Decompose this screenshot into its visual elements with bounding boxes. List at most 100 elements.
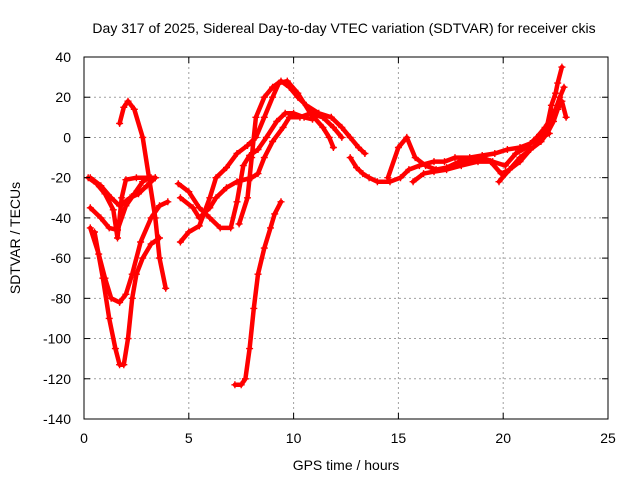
data-point	[405, 166, 413, 174]
data-point	[397, 174, 404, 182]
data-point	[506, 166, 513, 174]
data-point	[319, 123, 327, 131]
x-tick-label: 15	[391, 430, 407, 446]
data-point	[325, 133, 333, 141]
series-group	[84, 63, 570, 389]
data-point	[185, 228, 193, 236]
data-point	[338, 123, 346, 131]
data-point	[306, 109, 314, 117]
data-point	[107, 294, 115, 302]
data-point	[365, 174, 373, 182]
data-point	[120, 103, 128, 111]
data-point	[237, 381, 245, 389]
series-sat-o	[495, 63, 566, 186]
y-tick-label: 40	[55, 49, 71, 65]
data-point	[394, 144, 402, 151]
data-point	[114, 234, 121, 242]
data-point	[139, 133, 147, 141]
data-point	[474, 158, 482, 166]
data-point	[185, 188, 193, 196]
data-point	[451, 154, 459, 162]
data-point	[260, 244, 268, 252]
data-point	[260, 154, 268, 162]
data-point	[552, 89, 560, 97]
data-point	[277, 198, 285, 206]
data-point	[315, 109, 323, 117]
data-point	[547, 101, 555, 109]
series-sat-k	[231, 198, 285, 389]
data-point	[231, 381, 239, 389]
series-line	[232, 199, 284, 388]
y-tick-label: 20	[55, 89, 71, 105]
data-point	[86, 224, 94, 232]
data-point	[327, 113, 335, 121]
data-point	[120, 361, 128, 369]
data-point	[97, 214, 105, 222]
data-point	[223, 184, 230, 192]
data-point	[254, 170, 262, 178]
series-line	[92, 229, 162, 367]
data-point	[329, 123, 337, 131]
data-point	[118, 194, 126, 202]
data-point	[420, 170, 428, 178]
y-tick-label: -140	[43, 411, 71, 427]
data-point	[250, 304, 258, 312]
data-point	[176, 194, 184, 202]
data-point	[212, 174, 220, 182]
x-tick-label: 0	[80, 430, 88, 446]
data-point	[430, 158, 438, 166]
data-point	[244, 142, 251, 149]
y-tick-label: -20	[51, 170, 71, 186]
data-point	[302, 101, 310, 109]
data-point	[206, 214, 214, 222]
data-point	[246, 345, 254, 353]
series-line	[496, 64, 565, 184]
series-sat-f	[116, 97, 170, 292]
data-point	[409, 178, 417, 186]
series-sat-j	[235, 77, 369, 228]
series-sat-n	[409, 97, 570, 186]
data-point	[235, 220, 243, 228]
data-point	[554, 105, 562, 113]
data-point	[271, 210, 279, 218]
data-point	[487, 158, 495, 166]
data-point	[223, 164, 230, 172]
data-point	[262, 133, 270, 141]
data-point	[359, 170, 367, 178]
data-point	[329, 144, 337, 151]
data-point	[239, 162, 247, 170]
data-point	[550, 117, 557, 125]
data-point	[443, 166, 451, 174]
data-point	[130, 190, 138, 198]
x-axis-label: GPS time / hours	[293, 457, 400, 473]
data-point	[105, 224, 113, 232]
data-point	[137, 238, 145, 246]
data-point	[269, 83, 277, 91]
data-point	[233, 178, 241, 186]
data-point	[254, 146, 262, 153]
data-point	[560, 83, 568, 91]
data-point	[122, 202, 130, 210]
data-point	[156, 202, 163, 210]
y-tick-label: -60	[51, 250, 71, 266]
data-point	[241, 375, 249, 383]
data-point	[252, 113, 260, 121]
series-line	[178, 78, 336, 245]
data-point	[267, 224, 274, 232]
data-point	[212, 194, 220, 202]
data-point	[147, 240, 155, 248]
data-point	[151, 214, 159, 222]
data-point	[174, 180, 182, 188]
data-point	[216, 224, 224, 232]
grid	[84, 57, 608, 419]
data-point	[162, 284, 170, 292]
data-point	[353, 164, 360, 172]
data-point	[99, 274, 107, 282]
data-point	[277, 77, 285, 85]
data-point	[501, 162, 509, 170]
x-tick-label: 5	[185, 430, 193, 446]
data-point	[537, 138, 545, 145]
data-point	[254, 270, 262, 278]
data-point	[86, 204, 94, 212]
data-point	[233, 198, 241, 206]
